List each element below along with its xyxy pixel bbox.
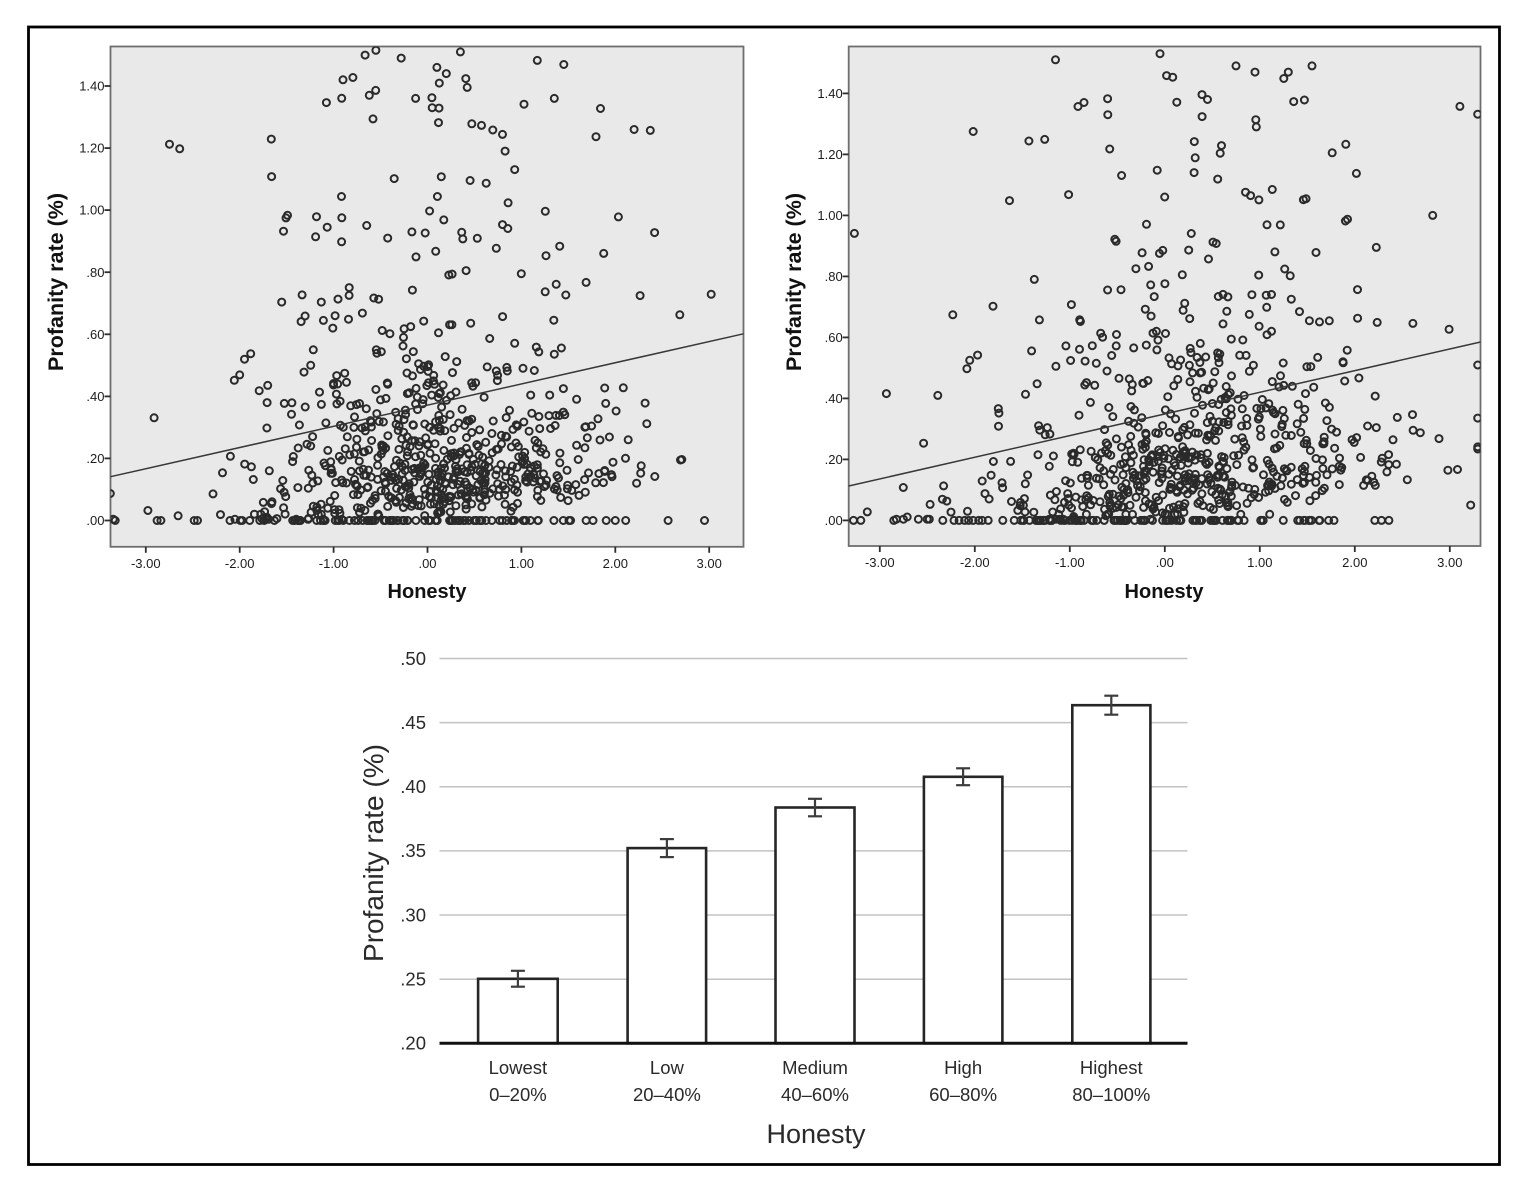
svg-text:.40: .40	[400, 776, 426, 797]
svg-text:80–100%: 80–100%	[1072, 1084, 1150, 1105]
svg-text:Lowest: Lowest	[489, 1057, 548, 1078]
svg-text:Highest: Highest	[1080, 1057, 1143, 1078]
svg-text:-2.00: -2.00	[960, 555, 990, 570]
svg-text:40–60%: 40–60%	[781, 1084, 849, 1105]
svg-text:.25: .25	[400, 969, 426, 990]
svg-text:0–20%: 0–20%	[489, 1084, 547, 1105]
svg-text:3.00: 3.00	[697, 556, 722, 571]
svg-text:.20: .20	[86, 451, 104, 466]
svg-text:-3.00: -3.00	[131, 556, 161, 571]
svg-text:Profanity rate (%): Profanity rate (%)	[782, 193, 806, 371]
svg-text:1.00: 1.00	[509, 556, 534, 571]
svg-text:Medium: Medium	[782, 1057, 848, 1078]
svg-text:.00: .00	[825, 513, 843, 528]
svg-text:.00: .00	[418, 556, 436, 571]
svg-text:1.20: 1.20	[817, 147, 842, 162]
svg-text:.20: .20	[400, 1033, 426, 1054]
svg-text:.00: .00	[1156, 555, 1174, 570]
svg-text:1.40: 1.40	[817, 86, 842, 101]
svg-text:.80: .80	[86, 265, 104, 280]
svg-text:Honesty: Honesty	[388, 581, 468, 603]
svg-text:.20: .20	[825, 452, 843, 467]
svg-text:3.00: 3.00	[1437, 555, 1462, 570]
svg-text:.60: .60	[825, 330, 843, 345]
svg-text:2.00: 2.00	[1342, 555, 1367, 570]
svg-text:-1.00: -1.00	[1055, 555, 1085, 570]
svg-text:.00: .00	[86, 513, 104, 528]
svg-text:1.00: 1.00	[79, 203, 104, 218]
svg-text:-1.00: -1.00	[319, 556, 349, 571]
svg-text:.60: .60	[86, 327, 104, 342]
svg-text:High: High	[944, 1057, 982, 1078]
svg-text:Honesty: Honesty	[1125, 581, 1205, 603]
svg-text:.50: .50	[400, 648, 426, 669]
svg-text:-2.00: -2.00	[225, 556, 255, 571]
svg-text:1.00: 1.00	[1247, 555, 1272, 570]
svg-text:.35: .35	[400, 840, 426, 861]
svg-text:1.00: 1.00	[817, 208, 842, 223]
svg-text:1.20: 1.20	[79, 141, 104, 156]
svg-text:.45: .45	[400, 712, 426, 733]
svg-text:Low: Low	[650, 1057, 685, 1078]
svg-text:1.40: 1.40	[79, 79, 104, 94]
svg-text:Profanity rate (%): Profanity rate (%)	[44, 193, 68, 371]
svg-text:Honesty: Honesty	[766, 1119, 866, 1149]
svg-text:Profanity rate (%): Profanity rate (%)	[358, 744, 389, 962]
svg-text:.80: .80	[825, 269, 843, 284]
svg-text:2.00: 2.00	[603, 556, 628, 571]
svg-text:20–40%: 20–40%	[633, 1084, 701, 1105]
svg-text:60–80%: 60–80%	[929, 1084, 997, 1105]
svg-text:.40: .40	[825, 391, 843, 406]
svg-text:.40: .40	[86, 389, 104, 404]
svg-text:.30: .30	[400, 904, 426, 925]
svg-text:-3.00: -3.00	[865, 555, 895, 570]
